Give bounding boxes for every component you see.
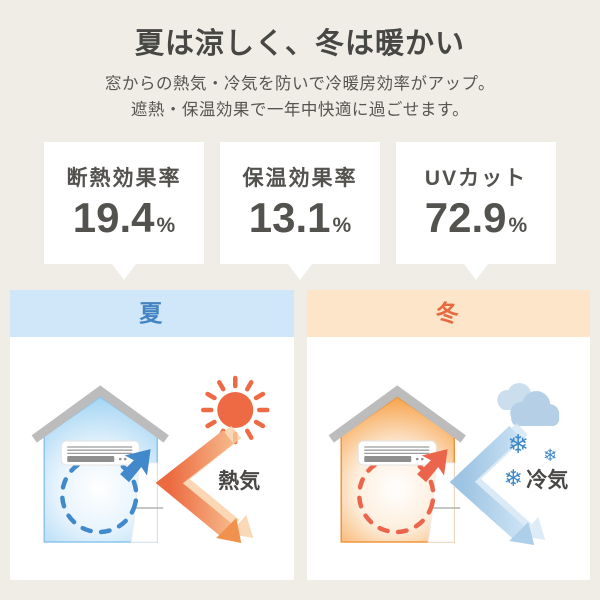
winter-house-icon — [328, 385, 466, 543]
snowflake-icon: ❄ — [543, 446, 557, 466]
stat-value: 19.4% — [44, 194, 204, 241]
summer-panel-header: 夏 — [10, 290, 294, 337]
stat-unit: % — [332, 214, 352, 237]
air-conditioner-icon — [60, 440, 140, 466]
winter-panel-header: 冬 — [306, 290, 590, 337]
stat-value: 13.1% — [220, 194, 380, 241]
stat-number: 19.4 — [72, 194, 155, 241]
hero-section: 夏は涼しく、冬は暖かい 窓からの熱気・冷気を防いで冷暖房効率がアップ。 遮熱・保… — [0, 0, 600, 123]
stat-number: 72.9 — [424, 194, 507, 241]
roof — [31, 385, 169, 443]
circulation-arrow-icon — [120, 449, 151, 483]
stat-unit: % — [156, 214, 176, 237]
cold-bounce-arrow — [449, 423, 545, 545]
summer-house-icon — [31, 385, 169, 543]
stat-value: 72.9% — [396, 194, 556, 241]
summer-panel: 夏 — [10, 290, 294, 580]
stats-row: 断熱効果率 19.4% 保温効果率 13.1% UVカット 72.9% — [0, 142, 600, 264]
snowflake-icons: ❄ ❄ ❄ — [503, 430, 557, 492]
cold-arrow-label: 冷気 — [526, 468, 568, 492]
stat-card-uv-cut: UVカット 72.9% — [396, 142, 556, 264]
heat-bounce-arrow — [155, 425, 254, 543]
curtain — [130, 462, 158, 543]
stat-label: 断熱効果率 — [66, 167, 182, 190]
summer-panel-body: 熱気 — [10, 337, 294, 580]
stat-card-insulation: 断熱効果率 19.4% — [44, 142, 204, 264]
stat-label: 保温効果率 — [242, 167, 358, 190]
heat-arrow-label: 熱気 — [218, 469, 260, 493]
summer-scene: 熱気 — [31, 375, 270, 543]
subtitle-line-1: 窓からの熱気・冷気を防いで冷暖房効率がアップ。 — [104, 75, 495, 93]
snowflake-icon: ❄ — [507, 430, 529, 460]
stat-label: UVカット — [424, 167, 528, 190]
subtitle-line-2: 遮熱・保温効果で一年中快適に過ごせます。 — [130, 101, 470, 119]
roof — [328, 385, 466, 443]
page-title: 夏は涼しく、冬は暖かい — [134, 28, 465, 60]
stat-unit: % — [508, 214, 528, 237]
season-panels: 夏 — [0, 290, 600, 580]
curtain — [427, 462, 455, 543]
stat-card-heat-retention: 保温効果率 13.1% — [220, 142, 380, 264]
snowflake-icon: ❄ — [503, 466, 522, 492]
winter-scene: ❄ ❄ ❄ 冷気 — [328, 383, 568, 545]
circulation-arrow-icon — [416, 449, 448, 483]
winter-panel-body: ❄ ❄ ❄ 冷気 — [307, 337, 591, 580]
cloud-icon — [496, 383, 559, 426]
winter-panel: 冬 — [306, 290, 591, 580]
stat-number: 13.1 — [248, 194, 331, 241]
air-conditioner-icon — [357, 440, 437, 466]
